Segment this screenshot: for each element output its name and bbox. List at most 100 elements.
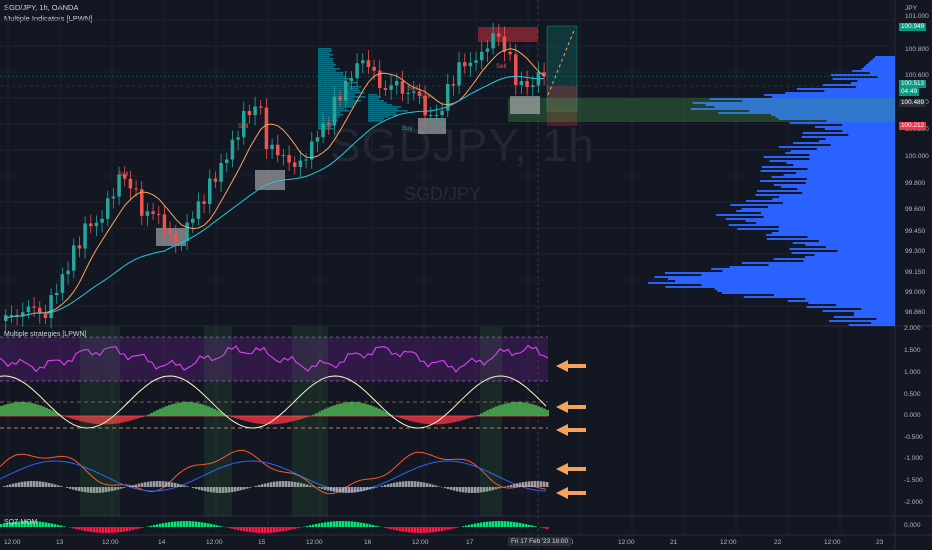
symbol-title[interactable]: SGD/JPY, 1h, OANDA <box>4 3 79 12</box>
oscillator-histogram-bar <box>522 402 525 416</box>
oscillator-histogram-bar <box>237 416 240 420</box>
oscillator-histogram-bar <box>111 416 114 425</box>
sqz-bar <box>204 522 207 527</box>
macd-histogram-bar <box>255 485 258 487</box>
oscillator-histogram-bar <box>171 404 174 416</box>
volume-profile-bar <box>870 60 895 62</box>
macd-fast-line <box>0 449 547 495</box>
macd-histogram-bar <box>546 482 549 487</box>
sqz-bar <box>333 521 336 527</box>
sqz-bar <box>231 527 234 529</box>
candle-body <box>440 110 444 116</box>
sqz-bar <box>171 521 174 527</box>
oscillator-histogram-bar <box>12 402 15 416</box>
macd-histogram-bar <box>405 481 408 487</box>
candle-body <box>315 137 320 142</box>
last-price-tag: 100.513 <box>899 80 927 88</box>
oscillator-histogram-bar <box>105 416 108 425</box>
candle-body <box>389 85 393 90</box>
volume-profile-bar <box>832 78 895 80</box>
volume-profile-bar <box>745 220 895 222</box>
oscillator-axis-label: 0.000 <box>904 412 921 419</box>
volume-profile-bar <box>805 298 895 300</box>
macd-histogram-bar <box>231 487 234 493</box>
oscillator-histogram-bar <box>435 416 438 425</box>
time-axis-label: 14 <box>158 539 166 546</box>
session-profile-bar <box>318 88 359 90</box>
volume-profile-bar <box>861 308 895 310</box>
sqz-bar <box>327 521 330 527</box>
macd-histogram-bar <box>102 487 105 493</box>
volume-profile-bar <box>781 186 895 188</box>
oscillator-histogram-bar <box>9 403 12 416</box>
oscillator-histogram-bar <box>453 416 456 423</box>
time-axis-label: 23 <box>876 539 884 546</box>
oscillator-histogram-bar <box>204 405 207 416</box>
time-axis-label: 17 <box>466 539 474 546</box>
oscillator-histogram-bar <box>18 402 21 416</box>
candle-body <box>196 201 201 219</box>
session-profile-bar <box>318 78 351 80</box>
macd-histogram-bar <box>9 484 12 487</box>
candle-body <box>43 313 48 319</box>
session-profile-bar <box>318 118 338 120</box>
sqz-bar <box>111 527 114 533</box>
oscillator-histogram-bar <box>141 416 144 418</box>
oscillator-histogram-bar <box>312 414 315 416</box>
macd-histogram-bar <box>486 487 489 492</box>
macd-histogram-bar <box>123 487 126 488</box>
session-profile-bar <box>318 84 350 86</box>
oscillator-histogram-bar <box>420 416 423 424</box>
volume-profile-bar <box>763 156 895 158</box>
volume-profile-bar <box>826 120 895 122</box>
time-axis-label: 12:00 <box>102 539 119 546</box>
sqz-bar <box>219 526 222 527</box>
macd-histogram-bar <box>264 483 267 487</box>
candle-body <box>174 233 178 243</box>
macd-histogram-bar <box>69 487 72 489</box>
macd-histogram-bar <box>93 487 96 493</box>
sqz-bar <box>129 527 132 531</box>
candle-body <box>338 96 342 101</box>
squeeze-panel-label[interactable]: SQZ MOM <box>4 519 38 526</box>
bar-countdown-tag: 04:49 <box>899 88 919 96</box>
price-axis-label: 99.600 <box>905 206 926 213</box>
volume-profile-bar <box>764 94 895 96</box>
strategies-panel-label[interactable]: Multiple strategies [LPWN] <box>4 331 87 338</box>
candle-body <box>304 159 308 161</box>
sqz-bar <box>456 527 459 528</box>
macd-histogram-bar <box>465 487 468 493</box>
oscillator-histogram-bar <box>540 407 543 416</box>
sqz-bar <box>93 527 96 533</box>
macd-histogram-bar <box>327 487 330 491</box>
volume-profile-bar <box>785 152 895 154</box>
volume-profile-bar <box>760 170 895 172</box>
sqz-bar <box>315 523 318 527</box>
volume-profile-bar <box>852 70 895 72</box>
sqz-bar <box>234 527 237 530</box>
orange-arrow <box>556 424 586 436</box>
volume-profile-bar <box>711 268 895 270</box>
candle-body <box>111 196 116 199</box>
oscillator-histogram-bar <box>537 406 540 416</box>
volume-profile-bar <box>825 246 895 248</box>
volume-profile-bar <box>755 222 895 224</box>
volume-profile-bar <box>760 212 895 214</box>
volume-profile-bar <box>871 322 895 324</box>
macd-histogram-bar <box>243 487 246 490</box>
price-axis-currency: JPY <box>905 5 918 12</box>
oscillator-histogram-bar <box>210 407 213 416</box>
volume-profile-bar <box>842 130 895 132</box>
indicator-title[interactable]: Multiple Indicators [LPWN] <box>4 14 93 23</box>
oscillator-histogram-bar <box>531 404 534 416</box>
candle-body <box>361 60 365 64</box>
session-profile-bar <box>318 86 361 88</box>
candle-body <box>264 107 269 150</box>
sqz-bar <box>405 527 408 533</box>
volume-profile-bar <box>801 136 895 138</box>
price-axis-label: 99.000 <box>905 289 926 296</box>
macd-histogram-bar <box>423 482 426 487</box>
sqz-bar <box>246 527 249 532</box>
volume-profile-bar <box>814 126 895 128</box>
